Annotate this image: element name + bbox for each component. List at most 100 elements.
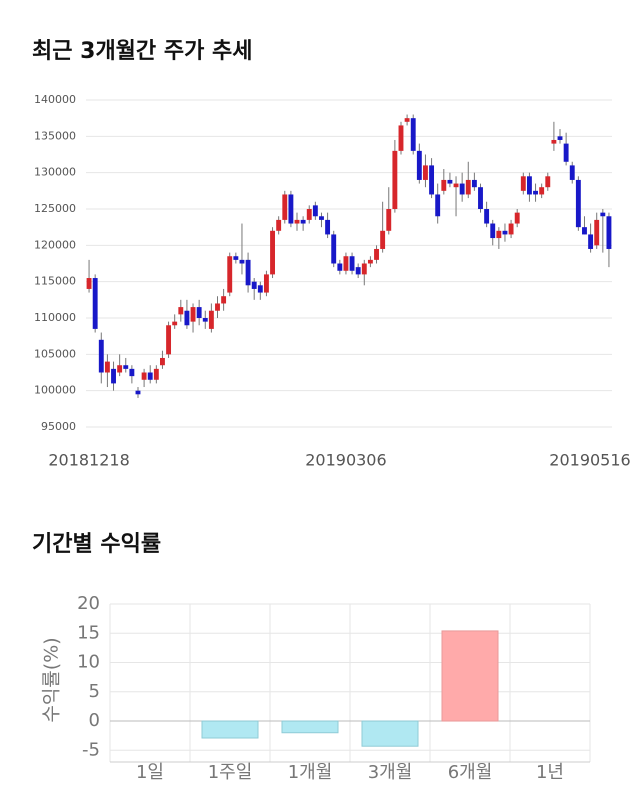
candle-body	[282, 194, 288, 220]
candle-body	[263, 274, 269, 293]
candle-body	[190, 307, 196, 322]
bar	[361, 720, 419, 747]
candle-body	[221, 296, 227, 304]
y-tick-label: 5	[89, 681, 100, 702]
candle-body	[459, 183, 465, 195]
y-tick-label: 105000	[34, 347, 76, 360]
bar	[281, 720, 339, 734]
candle-body	[380, 230, 386, 249]
y-tick-label: 10	[77, 652, 100, 673]
candle-body	[208, 310, 214, 329]
candle-body	[202, 318, 208, 322]
candle-body	[239, 259, 245, 264]
candle-body	[533, 190, 538, 195]
x-tick-label: 1일	[136, 762, 164, 783]
candle-body	[582, 227, 587, 235]
y-tick-label: 20	[77, 593, 100, 614]
candle-body	[276, 219, 282, 231]
x-tick-label: 1년	[536, 762, 564, 783]
candle-body	[129, 368, 135, 377]
candle-body	[349, 256, 355, 271]
x-tick-label: 3개월	[368, 762, 413, 783]
candle-body	[325, 219, 331, 235]
candle-body	[147, 372, 153, 380]
bar	[441, 630, 499, 722]
candle-body	[300, 219, 306, 224]
candle-body	[141, 372, 147, 380]
candle-body	[502, 230, 508, 235]
candle-body	[600, 212, 606, 217]
candle-body	[355, 267, 361, 275]
y-tick-label: 140000	[34, 93, 76, 106]
chart-title: 최근 3개월간 주가 추세	[32, 39, 252, 64]
candle-body	[545, 176, 551, 188]
candle-body	[374, 248, 379, 260]
candle-body	[117, 365, 123, 373]
candle-body	[404, 118, 410, 122]
x-tick-label: 20190306	[305, 451, 386, 470]
y-axis-label: 수익률(%)	[41, 637, 63, 722]
candle-body	[135, 390, 141, 395]
y-tick-label: 130000	[34, 166, 76, 179]
candle-body	[166, 325, 172, 355]
candle-body	[508, 223, 514, 235]
y-tick-label: 120000	[34, 238, 76, 251]
candle-body	[435, 194, 441, 217]
candle-body	[294, 219, 300, 224]
x-tick-label: 20181218	[48, 451, 129, 470]
candle-body	[196, 307, 202, 318]
candle-body	[526, 176, 532, 195]
candle-body	[465, 179, 471, 195]
candle-body	[563, 143, 569, 162]
candle-body	[98, 339, 104, 373]
candle-body	[306, 209, 312, 220]
candle-body	[288, 194, 294, 224]
x-tick-label: 1주일	[208, 762, 253, 783]
candle-body	[594, 219, 600, 246]
candle-body	[227, 256, 233, 293]
candle-body	[245, 259, 251, 286]
y-tick-label: 115000	[34, 275, 76, 288]
y-tick-label: 100000	[34, 384, 76, 397]
candle-body	[257, 285, 263, 293]
bar	[201, 720, 259, 739]
candle-body	[423, 165, 428, 180]
candle-body	[319, 216, 324, 220]
candle-body	[514, 212, 520, 224]
candle-body	[606, 216, 612, 249]
x-tick-label: 20190516	[549, 451, 630, 470]
candle-body	[92, 278, 98, 329]
candle-body	[331, 234, 337, 264]
candle-body	[398, 125, 404, 151]
candle-body	[410, 118, 416, 151]
candle-body	[184, 310, 190, 326]
candle-body	[478, 187, 483, 209]
y-tick-label: 95000	[41, 420, 76, 433]
candle-body	[111, 368, 116, 384]
candle-body	[416, 150, 422, 180]
candle-body	[471, 179, 477, 188]
candle-body	[453, 183, 459, 188]
candle-body	[490, 223, 496, 239]
y-tick-label: -5	[82, 739, 100, 760]
candle-body	[153, 368, 159, 380]
candle-body	[520, 176, 526, 191]
candle-body	[551, 139, 557, 144]
candle-body	[557, 136, 563, 140]
candle-body	[104, 361, 110, 373]
candle-body	[575, 179, 581, 228]
candle-body	[447, 179, 453, 184]
candle-body	[172, 321, 178, 326]
candle-body	[367, 259, 373, 264]
candle-body	[429, 165, 435, 195]
chart-title: 기간별 수익률	[32, 532, 161, 557]
candle-body	[215, 303, 220, 311]
candle-body	[251, 281, 257, 289]
y-tick-label: 110000	[34, 311, 76, 324]
candle-body	[160, 357, 165, 366]
candle-body	[539, 187, 545, 195]
y-tick-label: 0	[89, 710, 100, 731]
x-tick-label: 6개월	[448, 762, 493, 783]
candle-body	[484, 209, 490, 224]
y-tick-label: 135000	[34, 129, 76, 142]
